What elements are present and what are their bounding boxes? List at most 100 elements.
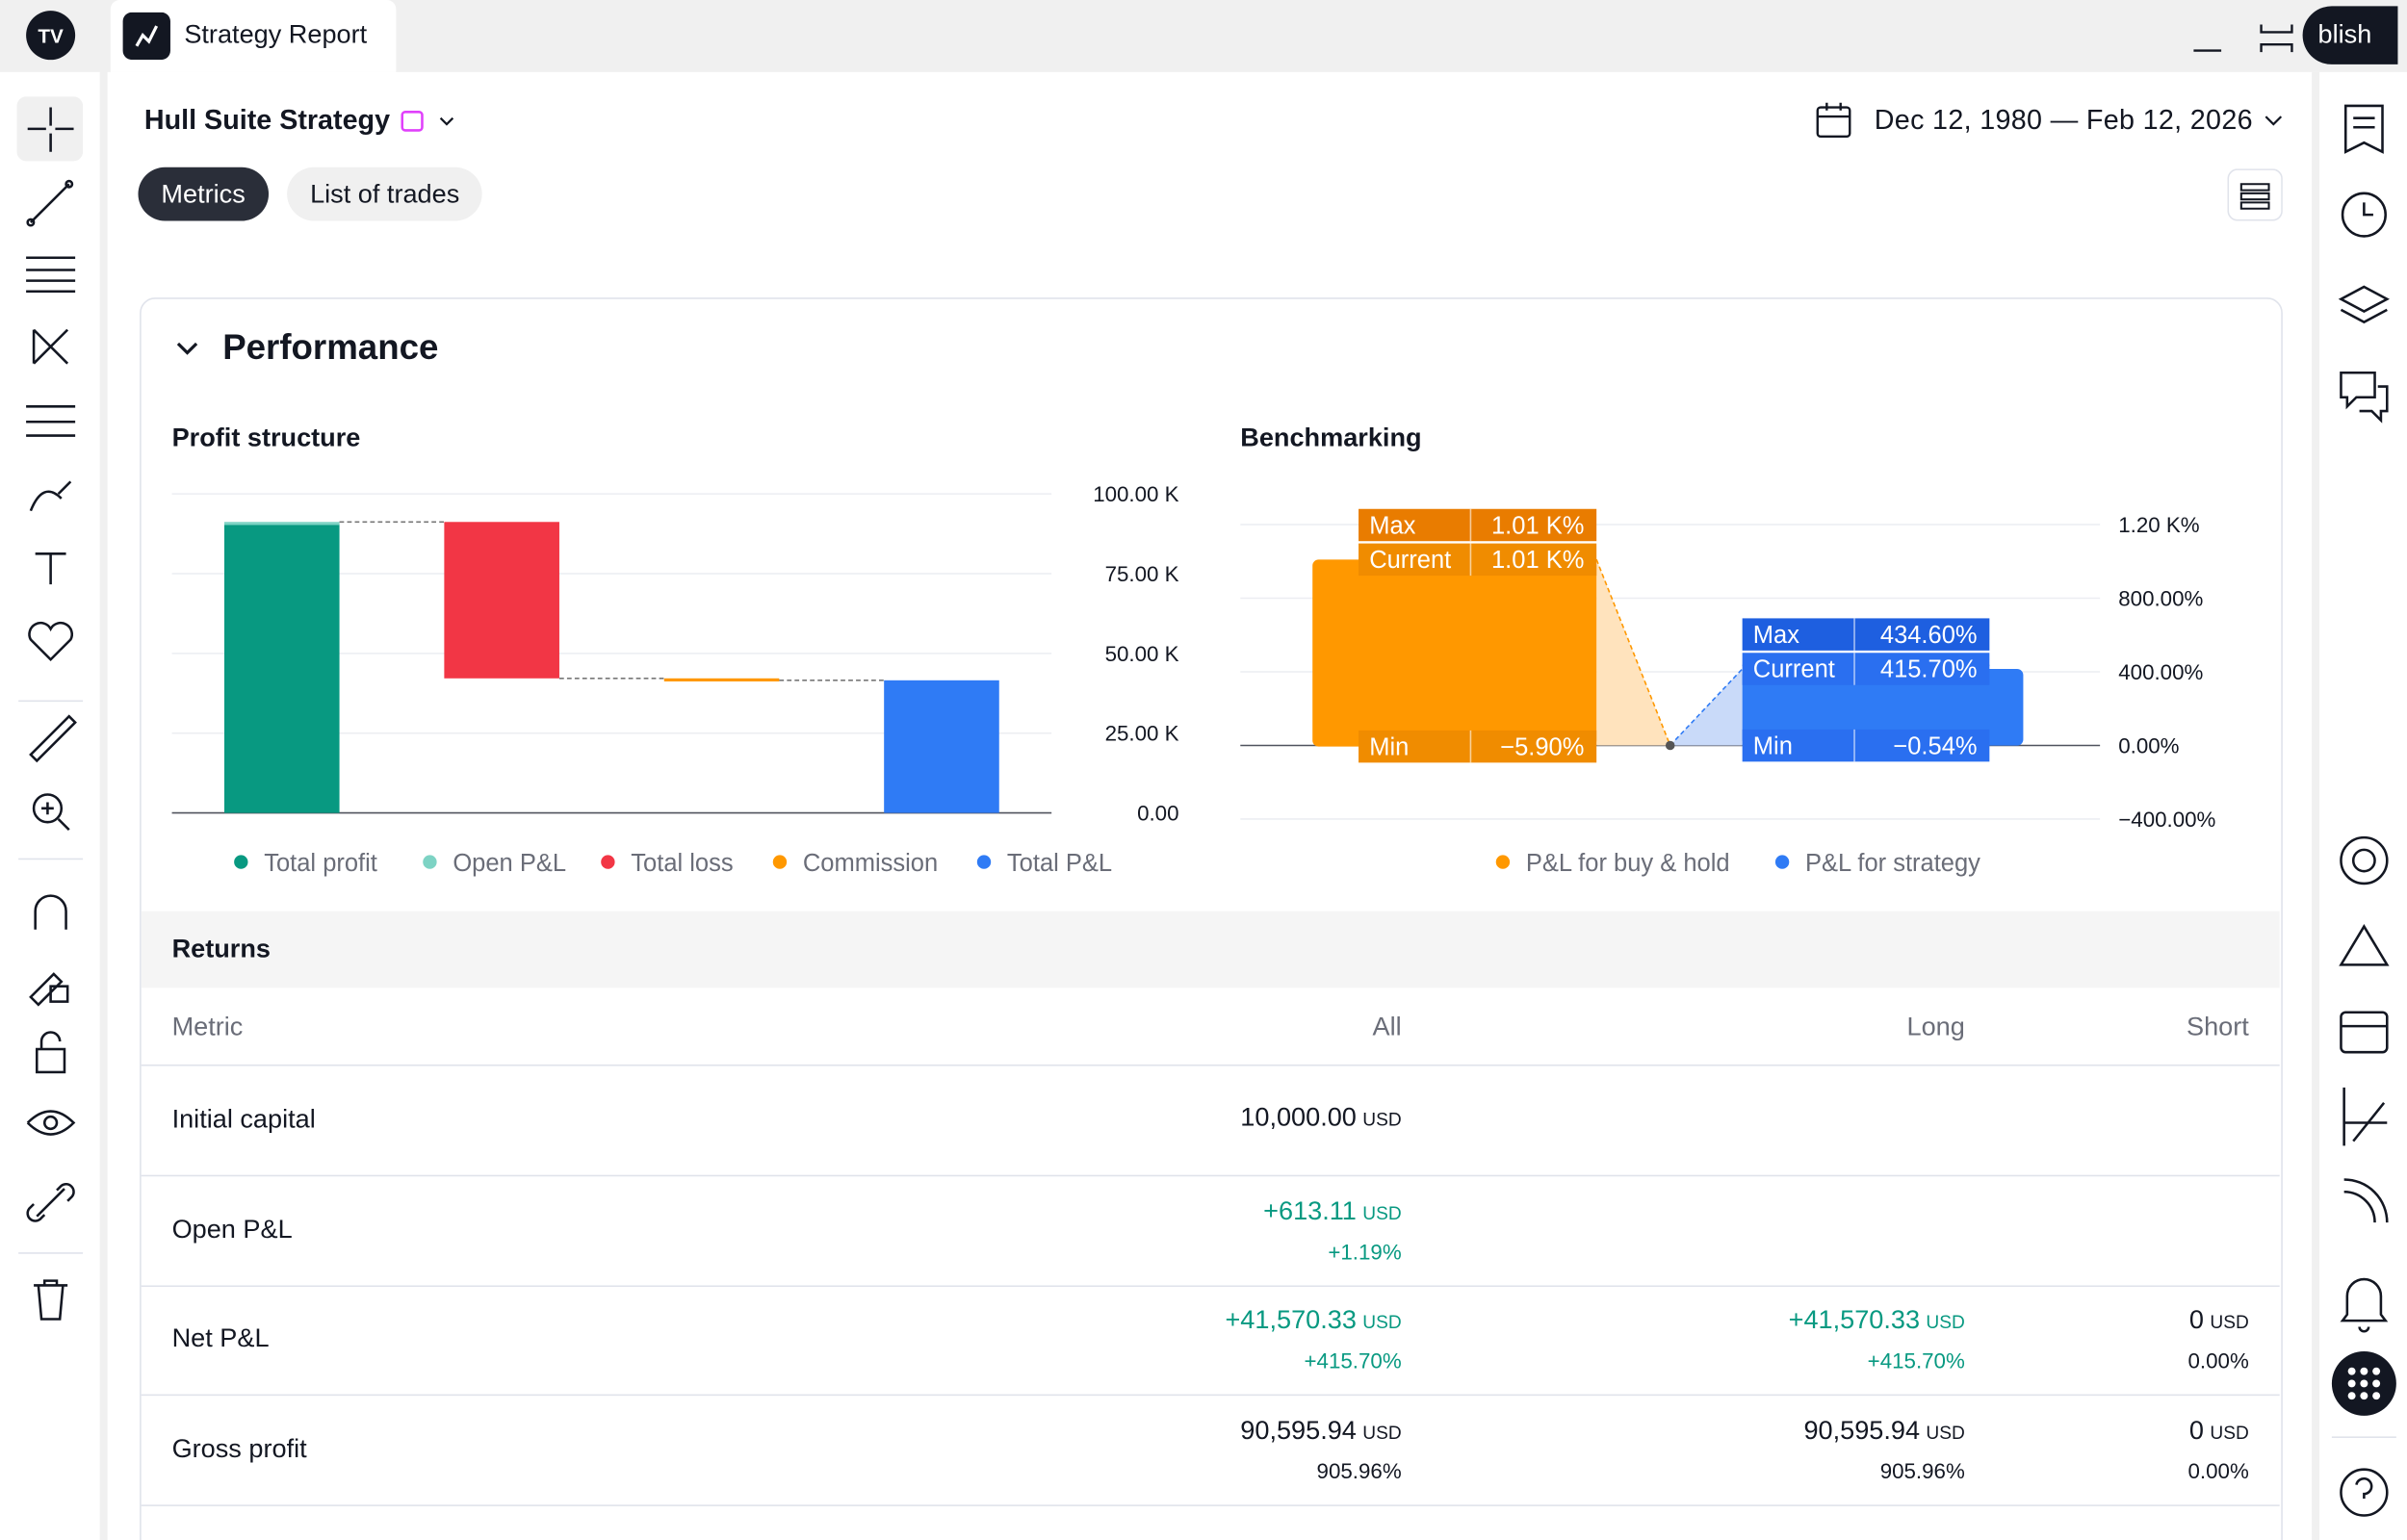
cell-value: +613.11 USD [1263, 1195, 1402, 1226]
currency: USD [1362, 1421, 1402, 1444]
legend-label: Total P&L [1007, 850, 1112, 877]
metric-label: Gross profit [171, 1433, 307, 1463]
separator [99, 0, 108, 1540]
legend-marker [234, 855, 248, 869]
metric-label: Initial capital [171, 1104, 316, 1134]
column-header: Metric [171, 1012, 244, 1042]
cell-value: 90,595.94 USD [1803, 1416, 1964, 1447]
legend-marker [976, 855, 992, 869]
amount: +41,570.33 [1788, 1305, 1921, 1335]
y-tick-label: 25.00 K [1105, 722, 1179, 746]
legend-label: Open P&L [453, 850, 566, 877]
legend-label: Commission [803, 850, 938, 877]
layout-button[interactable] [2227, 168, 2283, 221]
window-controls[interactable] [2187, 15, 2295, 62]
label-row [1742, 618, 1990, 651]
data-label: −5.90% [1500, 733, 1584, 760]
data-label: −0.54% [1893, 732, 1977, 759]
currency: USD [2210, 1421, 2249, 1444]
y-tick-label: 0.00% [2118, 733, 2179, 757]
cell-percent: +1.19% [1328, 1238, 1402, 1264]
table-title: Returns [171, 934, 271, 963]
cell-percent: 905.96% [1879, 1458, 1965, 1483]
currency: USD [1362, 1109, 1402, 1131]
bar [663, 678, 780, 681]
column-header: All [1372, 1012, 1402, 1042]
legend-marker [601, 855, 615, 869]
bar [223, 522, 340, 526]
transition-line [1669, 668, 1744, 747]
date-range[interactable]: Dec 12, 1980 — Feb 12, 2026 [1874, 104, 2253, 136]
data-label: 415.70% [1880, 656, 1978, 683]
cell-value: 90,595.94 USD [1240, 1416, 1401, 1447]
currency: USD [1362, 1201, 1402, 1224]
calendar-icon [1816, 102, 1851, 139]
origin-dot [1665, 740, 1675, 751]
cell-value: +41,570.33 USD [1789, 1305, 1965, 1336]
row-divider [141, 1064, 2280, 1066]
cell-percent: 0.00% [2187, 1348, 2249, 1373]
cell-percent: 905.96% [1316, 1458, 1402, 1483]
label-row [1359, 543, 1597, 577]
label-name: Max [1369, 512, 1415, 539]
cell-percent: +415.70% [1867, 1348, 1965, 1373]
legend-label: Total profit [264, 850, 377, 877]
cell-value: +41,570.33 USD [1225, 1305, 1401, 1336]
top-bar [0, 0, 2407, 72]
y-tick-label: 400.00% [2118, 660, 2203, 684]
cell-value: 10,000.00 USD [1240, 1103, 1401, 1134]
currency: USD [1926, 1421, 1965, 1444]
chart-title: Benchmarking [1240, 423, 1422, 453]
dropdown-icon[interactable] [2263, 112, 2284, 130]
amount: 90,595.94 [1803, 1415, 1921, 1445]
left-tools: TV [16, 11, 84, 1321]
charts: 0.00 25.00 K 50.00 K 75.00 K 100.00 K −400.00… [171, 482, 2216, 877]
y-tick-label: 0.00 [1137, 802, 1178, 826]
section-title: Performance [222, 326, 439, 367]
range-box [1312, 559, 1597, 747]
amount: 90,595.94 [1240, 1415, 1357, 1445]
collapse-icon[interactable] [173, 338, 201, 362]
data-label: 1.01 K% [1491, 547, 1584, 574]
label-row [1359, 508, 1597, 542]
right-toolbar [2319, 71, 2407, 1540]
amount: +613.11 [1263, 1195, 1357, 1225]
performance-card [140, 297, 2283, 1540]
bar [884, 680, 999, 813]
range-box [1742, 668, 2024, 746]
tab-button[interactable]: Metrics [138, 167, 269, 221]
y-tick-label: −400.00% [2118, 808, 2215, 832]
tab-title: Strategy Report [184, 19, 368, 49]
y-tick-label: 1.20 K% [2118, 513, 2199, 537]
metric-label: Open P&L [171, 1214, 293, 1244]
amount: 0 [2188, 1415, 2205, 1445]
label-name: Current [1369, 547, 1451, 574]
data-label: 1.01 K% [1491, 512, 1584, 539]
column-header: Short [2186, 1012, 2249, 1042]
transition-line [1595, 559, 1671, 746]
bar [444, 522, 559, 679]
legend-label: P&L for buy & hold [1526, 850, 1730, 877]
column-header: Long [1906, 1012, 1965, 1042]
transition-area [1669, 668, 1743, 746]
label-name: Min [1369, 733, 1409, 760]
currency: USD [1362, 1311, 1402, 1334]
tab-icon [122, 12, 170, 61]
y-tick-label: 75.00 K [1105, 562, 1179, 586]
cell-percent: +415.70% [1304, 1348, 1402, 1373]
strategy-icons[interactable] [396, 104, 465, 138]
row-divider [141, 1503, 2280, 1506]
legend-marker [1774, 855, 1790, 869]
amount: +41,570.33 [1225, 1305, 1357, 1335]
cell-value: 0 USD [2189, 1416, 2249, 1447]
y-tick-label: 100.00 K [1093, 482, 1178, 506]
legend-label: P&L for strategy [1805, 850, 1980, 877]
separator [2312, 71, 2320, 1540]
publish-button[interactable]: blish [2302, 6, 2398, 64]
row-divider [141, 1284, 2280, 1287]
row-divider [141, 1394, 2280, 1397]
strategy-name[interactable]: Hull Suite Strategy [143, 104, 391, 136]
tab-button[interactable]: List of trades [287, 167, 483, 221]
label-name: Min [1753, 732, 1793, 759]
row-divider [141, 1174, 2280, 1177]
